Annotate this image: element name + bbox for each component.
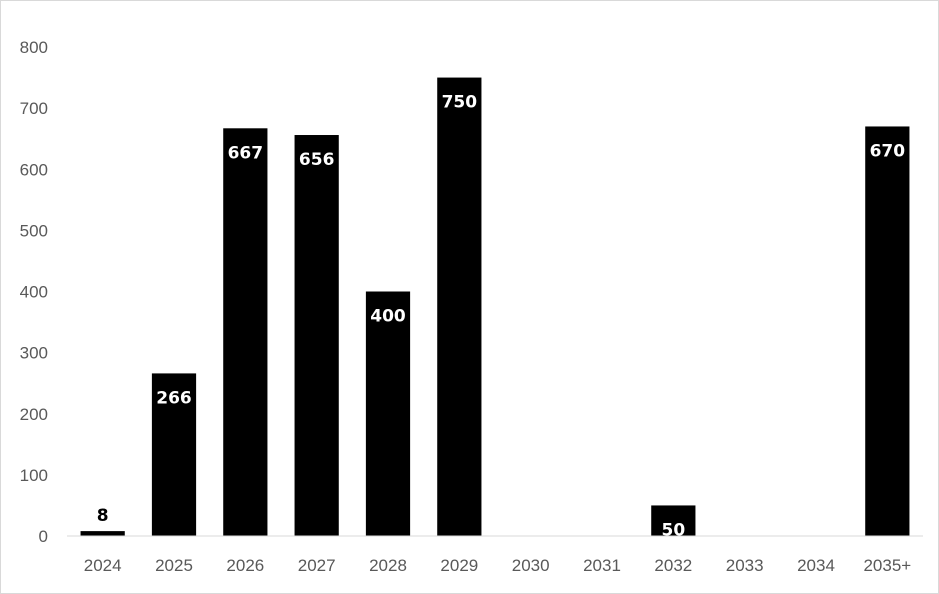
- data-label-2025: 266: [156, 388, 192, 408]
- bar-2026: [223, 128, 268, 536]
- x-tick-label: 2026: [226, 556, 264, 575]
- x-tick-label: 2025: [155, 556, 193, 575]
- x-tick-label: 2030: [512, 556, 550, 575]
- y-tick-label: 200: [20, 405, 48, 424]
- bar-2025: [151, 373, 197, 536]
- data-label-2027: 656: [299, 150, 335, 170]
- data-label-2029: 750: [442, 93, 478, 113]
- y-axis: 0 100 200 300 400 500 600 700 800: [20, 38, 48, 546]
- x-tick-label: 2033: [726, 556, 764, 575]
- bar-2035+: [865, 126, 910, 537]
- y-tick-label: 600: [20, 160, 48, 179]
- y-tick-label: 400: [20, 283, 48, 302]
- bar-2029: [437, 77, 482, 536]
- x-tick-label: 2024: [84, 556, 122, 575]
- bar-2027: [294, 135, 339, 536]
- data-label-2028: 400: [370, 307, 406, 327]
- x-tick-label: 2034: [797, 556, 835, 575]
- y-tick-label: 700: [20, 99, 48, 118]
- y-tick-label: 500: [20, 221, 48, 240]
- bar-2024: [80, 531, 125, 536]
- y-tick-label: 0: [39, 527, 48, 546]
- x-tick-label: 2031: [583, 556, 621, 575]
- data-label-2032: 50: [661, 520, 685, 540]
- y-tick-label: 800: [20, 38, 48, 57]
- y-tick-label: 100: [20, 466, 48, 485]
- bar-2032: [651, 505, 696, 536]
- x-axis: 2024 2025 2026 2027 2028 2029 2030 2031 2032 2033…: [84, 556, 912, 575]
- data-label-2035+: 670: [870, 141, 906, 161]
- x-tick-label: 2029: [440, 556, 478, 575]
- bar-2028: [365, 291, 411, 536]
- x-tick-label: 2032: [654, 556, 692, 575]
- bars: [80, 77, 910, 537]
- data-label-2026: 667: [228, 143, 264, 163]
- x-tick-label: 2027: [298, 556, 336, 575]
- data-label-2024: 8: [97, 506, 109, 526]
- data-labels: 8 266 667 656 400 750 50 670: [97, 93, 905, 541]
- y-tick-label: 300: [20, 344, 48, 363]
- x-tick-label: 2028: [369, 556, 407, 575]
- x-tick-label: 2035+: [863, 556, 911, 575]
